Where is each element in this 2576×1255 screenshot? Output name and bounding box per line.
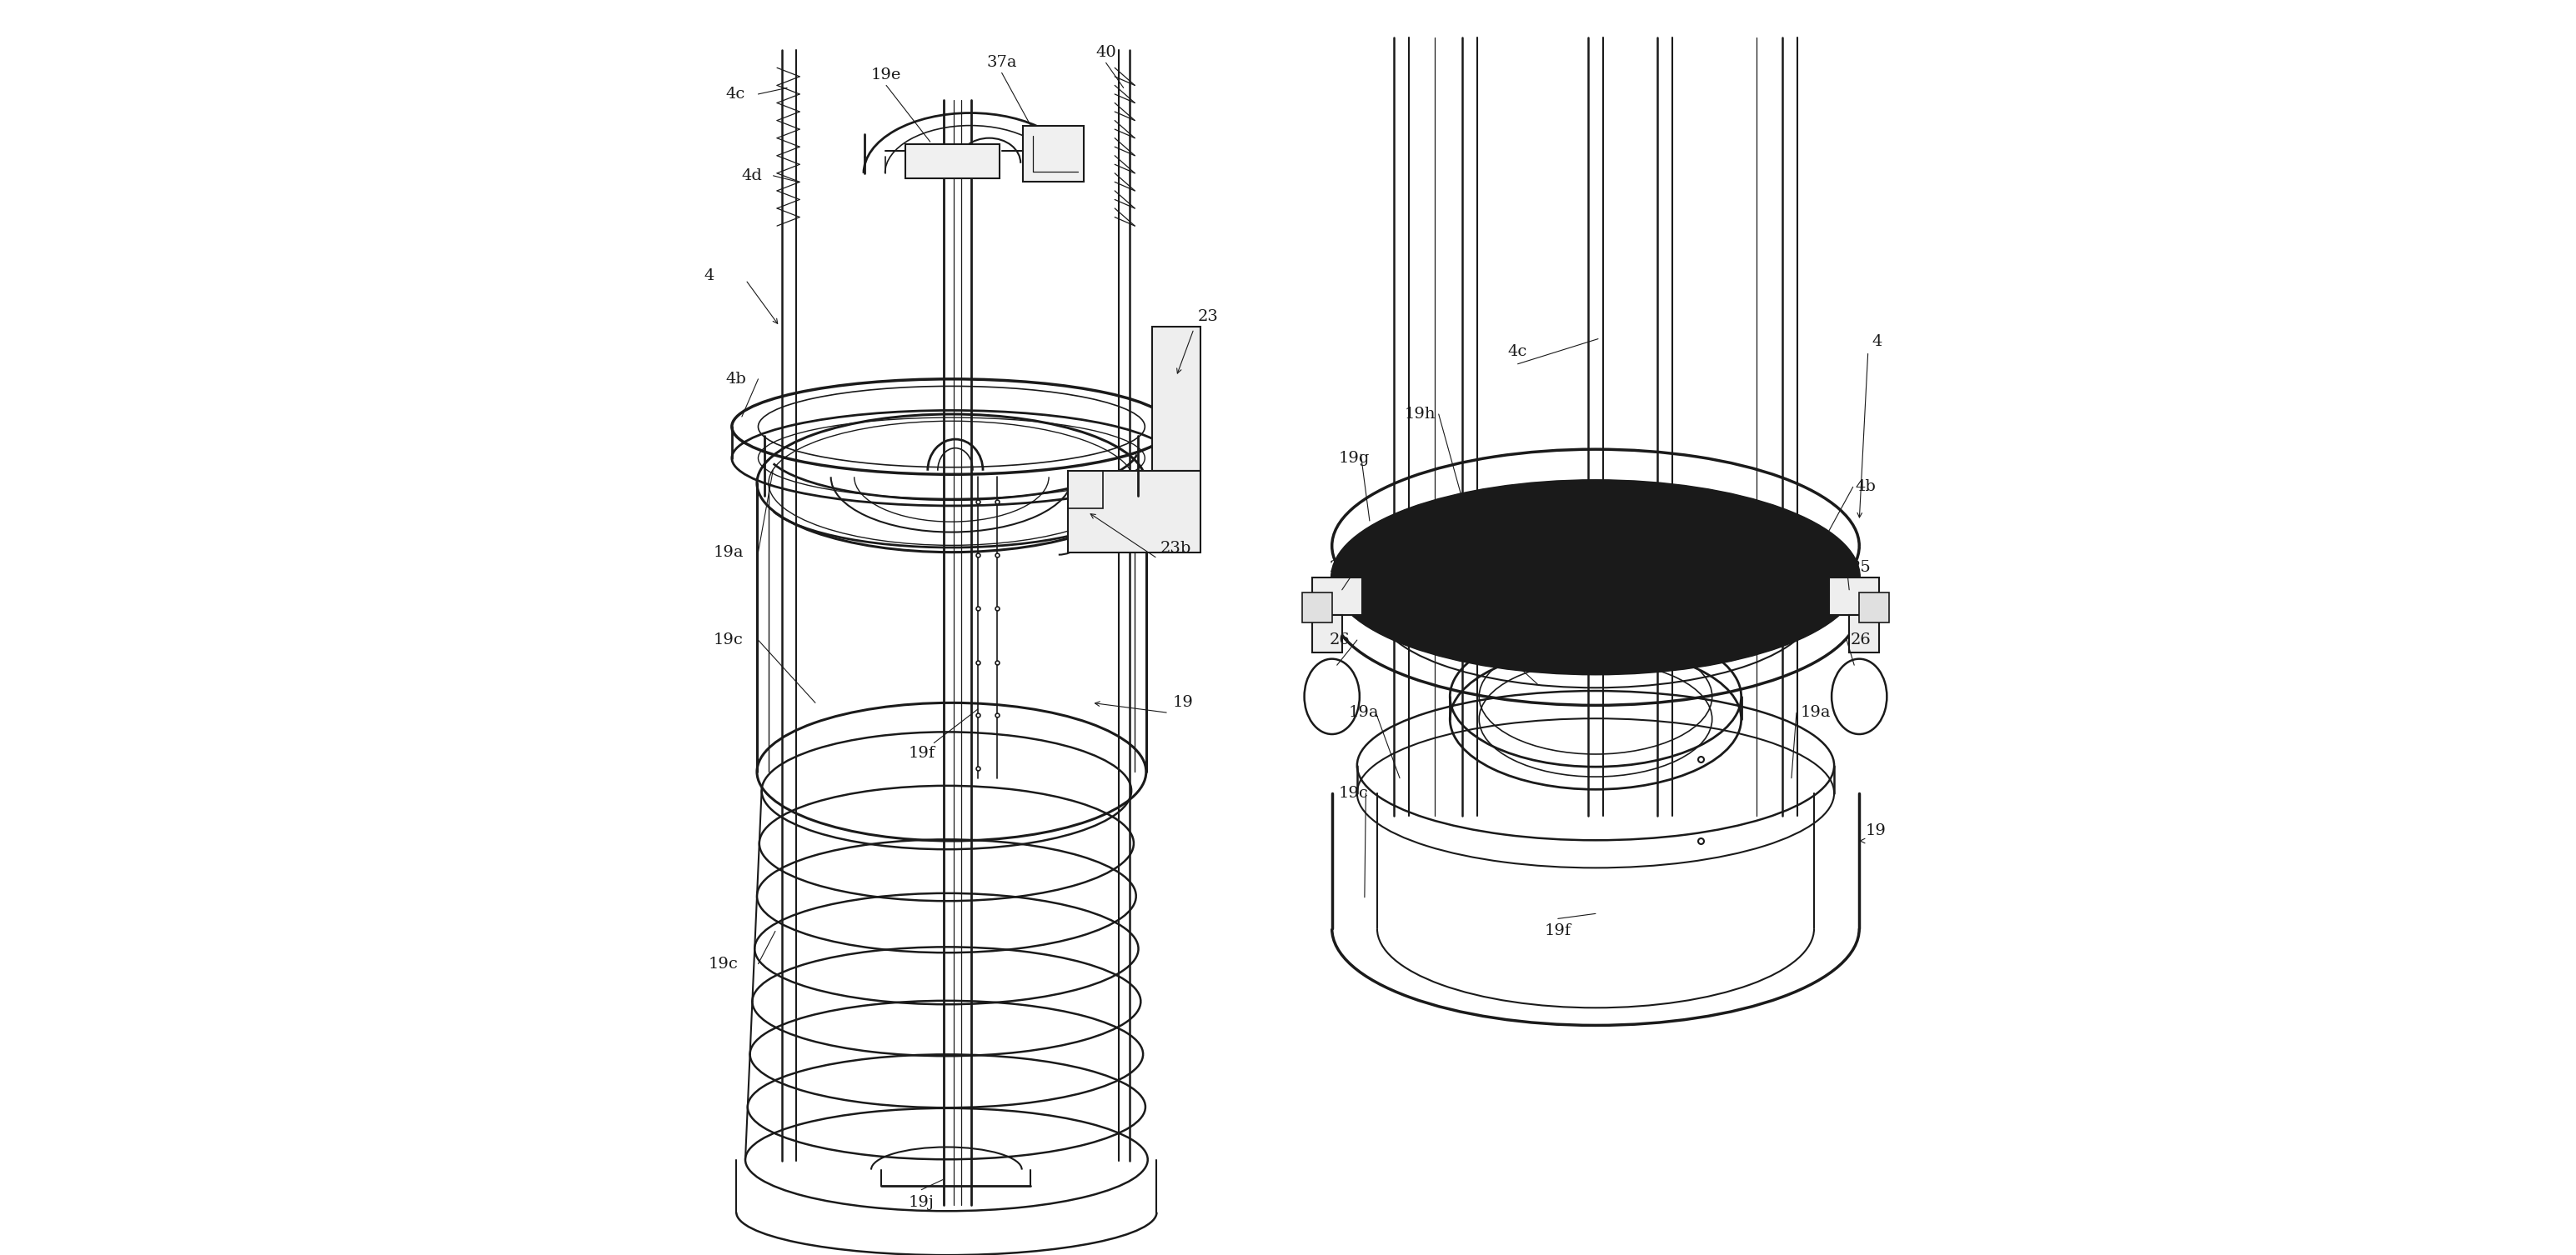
Text: 4b: 4b	[726, 371, 747, 387]
Text: 19: 19	[1172, 695, 1193, 710]
Text: 19g: 19g	[1337, 451, 1370, 466]
Text: 19j: 19j	[909, 1195, 935, 1210]
Text: 25: 25	[1850, 560, 1870, 575]
Polygon shape	[1151, 326, 1200, 471]
Polygon shape	[1023, 126, 1084, 182]
Polygon shape	[1850, 615, 1880, 653]
Text: 40: 40	[1095, 45, 1115, 60]
Text: 4d: 4d	[742, 168, 762, 183]
Text: 19c: 19c	[708, 956, 737, 971]
Text: 4: 4	[703, 269, 714, 284]
Polygon shape	[1311, 577, 1363, 615]
Text: 4: 4	[1873, 334, 1883, 349]
Polygon shape	[1860, 592, 1888, 622]
Polygon shape	[1311, 615, 1342, 653]
Text: 19a: 19a	[1347, 705, 1378, 720]
Text: 19h: 19h	[1404, 407, 1435, 422]
Text: 23: 23	[1198, 309, 1218, 324]
Text: 25: 25	[1329, 560, 1350, 575]
Text: 19c: 19c	[714, 633, 742, 648]
Text: 26: 26	[1850, 633, 1870, 648]
Text: 19a: 19a	[1801, 705, 1832, 720]
Polygon shape	[904, 144, 999, 178]
Text: 19c: 19c	[1337, 786, 1368, 801]
Text: 4b: 4b	[1855, 479, 1875, 494]
Text: 19: 19	[1865, 823, 1886, 838]
Ellipse shape	[1332, 481, 1860, 674]
Text: 19e: 19e	[871, 68, 902, 83]
Polygon shape	[1829, 577, 1880, 615]
Text: 37a: 37a	[987, 55, 1018, 70]
Text: 26: 26	[1329, 633, 1350, 648]
Text: 4c: 4c	[1507, 344, 1528, 359]
Polygon shape	[1069, 471, 1200, 552]
Text: 19e: 19e	[1445, 582, 1476, 597]
Text: 4c: 4c	[726, 87, 744, 102]
Polygon shape	[1301, 592, 1332, 622]
Text: 19f: 19f	[907, 745, 935, 761]
Text: 23b: 23b	[1159, 541, 1190, 556]
Text: 19f: 19f	[1546, 924, 1571, 939]
Text: 19a: 19a	[714, 545, 744, 560]
